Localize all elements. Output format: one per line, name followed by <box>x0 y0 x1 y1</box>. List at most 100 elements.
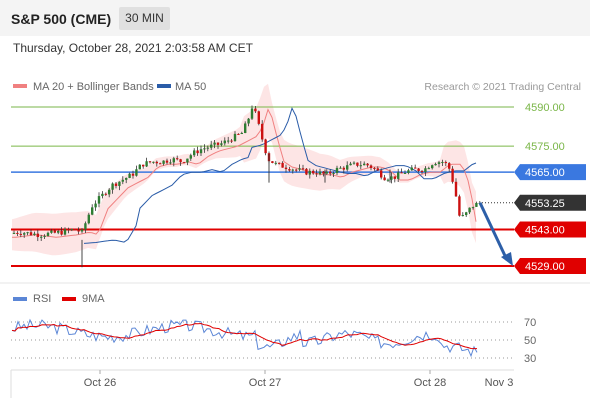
rsi-9ma-line <box>11 322 477 350</box>
candle <box>250 105 254 120</box>
chart-header: S&P 500 (CME) 30 MIN <box>0 0 590 36</box>
level-label-4553-25: 4553.25 <box>525 198 565 210</box>
candle <box>43 234 46 240</box>
candle <box>461 212 464 217</box>
rsi-tick-50: 50 <box>524 335 536 347</box>
candle <box>271 161 274 164</box>
x-label-oct27: Oct 27 <box>249 377 281 389</box>
candle <box>407 168 410 175</box>
candle <box>465 211 468 217</box>
candle <box>356 162 359 168</box>
candle <box>77 227 80 235</box>
candle <box>74 228 77 231</box>
candle <box>216 142 220 149</box>
legend-ma50-label: MA 50 <box>175 81 206 93</box>
candle <box>165 158 169 165</box>
candle <box>339 166 342 169</box>
candle <box>366 163 369 168</box>
candle <box>63 227 67 236</box>
candle <box>346 161 349 172</box>
candle <box>471 206 475 210</box>
legend-swatch-rsi <box>13 297 27 301</box>
candle <box>80 228 84 234</box>
datetime-label: Thursday, October 28, 2021 2:03:58 AM CE… <box>13 41 253 55</box>
candle <box>329 169 332 176</box>
candle <box>213 139 216 149</box>
candle <box>16 231 19 237</box>
candle <box>94 200 97 211</box>
candle <box>237 133 240 135</box>
rsi-tick-30: 30 <box>524 353 536 365</box>
candle <box>33 231 36 236</box>
price-level-labels: 4590.00 4575.00 4565.00 4553.25 4543.00 4529.… <box>514 102 586 274</box>
candle <box>87 212 90 225</box>
candle <box>40 234 43 242</box>
candle <box>199 145 203 157</box>
candle <box>230 139 233 144</box>
candle <box>332 171 335 177</box>
candle <box>441 159 444 166</box>
level-tag-4543-00 <box>514 221 586 238</box>
candle <box>233 131 237 142</box>
candle <box>57 229 60 235</box>
candle <box>26 231 29 236</box>
candle <box>298 164 301 172</box>
candle <box>155 160 158 167</box>
candle <box>121 176 124 185</box>
candle <box>97 192 101 208</box>
candle <box>179 158 182 166</box>
rsi-lines <box>11 318 478 358</box>
candle <box>390 172 393 184</box>
level-label-4543-00: 4543.00 <box>525 225 565 237</box>
level-tag-4565-00 <box>514 164 586 181</box>
candle <box>36 229 39 242</box>
rsi-grid: 70 50 30 <box>11 317 536 365</box>
candle <box>135 165 138 177</box>
level-tag-4553-25 <box>514 194 586 211</box>
legend-9ma-label: 9MA <box>82 293 105 305</box>
candle <box>254 106 257 113</box>
candle <box>437 160 441 168</box>
legend-ma20-label: MA 20 + Bollinger Bands <box>33 81 154 93</box>
watermark: Research © 2021 Trading Central <box>424 81 581 93</box>
candle <box>244 121 247 134</box>
candle <box>349 161 352 166</box>
candle <box>420 169 424 175</box>
candle <box>427 166 430 170</box>
legend-swatch-9ma <box>62 297 76 301</box>
candles <box>12 105 481 268</box>
candle <box>295 168 298 173</box>
candle <box>318 168 322 176</box>
forecast-arrow <box>478 202 514 266</box>
candle <box>284 164 288 173</box>
candle <box>301 164 305 171</box>
candle <box>189 153 192 161</box>
candle <box>145 157 148 168</box>
forecast-arrow-shaft <box>478 202 509 261</box>
candle <box>162 160 165 166</box>
candle <box>169 159 172 165</box>
candle <box>240 131 243 135</box>
rsi-tick-70: 70 <box>524 317 536 329</box>
candle <box>91 204 94 216</box>
candle <box>448 162 451 172</box>
candle <box>386 178 390 183</box>
candle <box>182 161 186 164</box>
candle <box>312 169 315 175</box>
x-label-oct28: Oct 28 <box>414 377 446 389</box>
candle <box>414 164 417 169</box>
candle <box>397 168 400 183</box>
candle <box>373 167 376 171</box>
candle <box>70 228 73 232</box>
candle <box>424 166 427 177</box>
candle <box>315 169 318 177</box>
candle <box>172 156 175 167</box>
legend-swatch-ma20 <box>13 84 27 88</box>
timeframe-badge[interactable]: 30 MIN <box>119 7 170 30</box>
candle <box>142 164 145 169</box>
candle <box>84 221 87 234</box>
candle <box>400 168 403 174</box>
candle <box>444 160 447 167</box>
candle <box>210 140 213 150</box>
candle <box>125 177 128 184</box>
